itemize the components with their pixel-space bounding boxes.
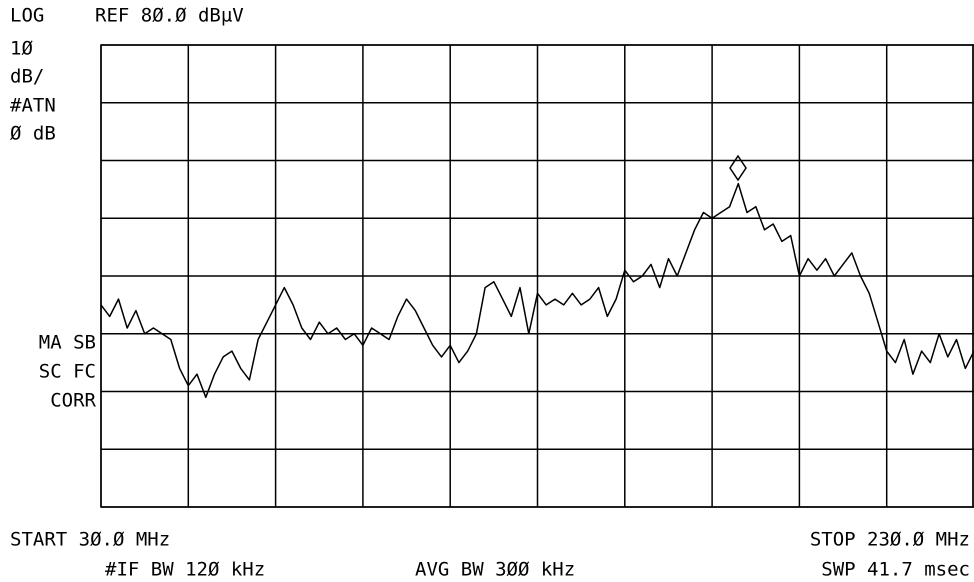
side-label: Ø dB bbox=[10, 123, 56, 145]
scale-label: LOG bbox=[10, 5, 44, 27]
marker bbox=[729, 154, 747, 182]
stop-label: STOP 23Ø.Ø MHz bbox=[810, 529, 970, 551]
start-label: START 3Ø.Ø MHz bbox=[10, 529, 170, 551]
trace bbox=[100, 182, 974, 399]
side-label: dB/ bbox=[10, 66, 44, 88]
side-label: #ATN bbox=[10, 95, 56, 117]
side-label: 1Ø bbox=[10, 38, 33, 60]
ref-label: REF 8Ø.Ø dBµV bbox=[95, 5, 244, 27]
status-label: SC FC bbox=[39, 361, 96, 383]
if-bw-label: #IF BW 12Ø kHz bbox=[105, 559, 265, 581]
sweep-label: SWP 41.7 msec bbox=[821, 559, 970, 581]
status-label: CORR bbox=[50, 390, 96, 412]
avg-bw-label: AVG BW 3ØØ kHz bbox=[415, 559, 575, 581]
status-label: MA SB bbox=[39, 332, 96, 354]
